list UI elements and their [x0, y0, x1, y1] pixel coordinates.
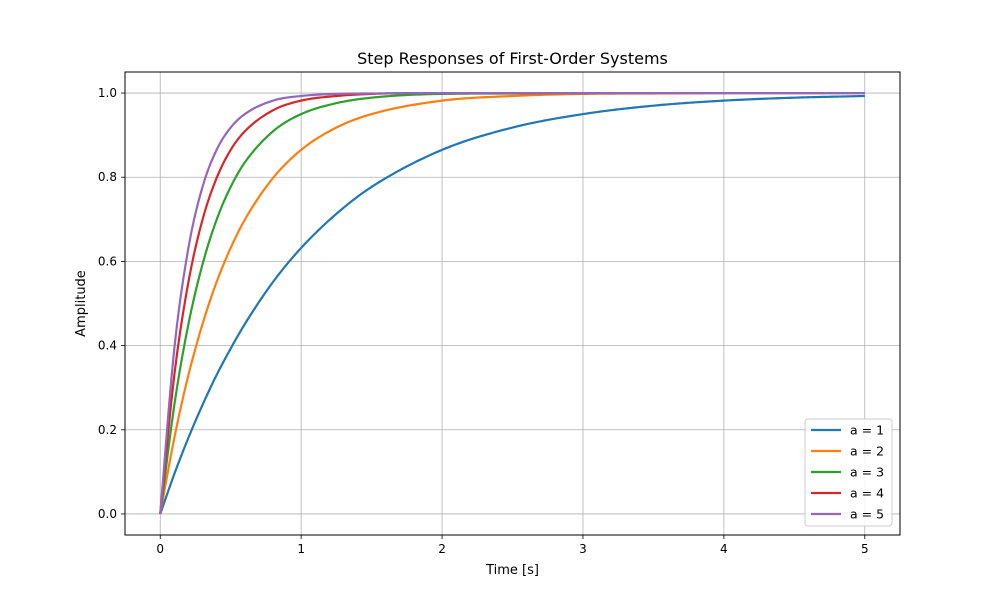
x-tick-label: 1: [297, 542, 305, 556]
x-tick-label: 3: [579, 542, 587, 556]
plot-area-frame: [124, 71, 901, 536]
y-tick-label: 1.0: [98, 86, 117, 100]
y-tick-label: 0.2: [98, 423, 117, 437]
x-axis-label: Time [s]: [485, 563, 539, 578]
y-tick-label: 0.8: [98, 170, 117, 184]
x-tick-label: 5: [861, 542, 869, 556]
legend-label: a = 2: [850, 444, 884, 459]
y-tick-label: 0.6: [98, 254, 117, 268]
legend-box: [804, 418, 893, 527]
y-tick-label: 0.0: [98, 507, 117, 521]
x-tick-label: 4: [720, 542, 728, 556]
x-tick-label: 0: [156, 542, 164, 556]
series-line: [159, 94, 865, 515]
legend-label: a = 1: [850, 423, 884, 438]
axis-ticks: 0 1 2 3 4 5 0.0 0.2 0.4 0.6 0.8 1.0: [98, 86, 869, 556]
legend: a = 1 a = 2 a = 3 a = 4 a = 5: [804, 418, 893, 527]
series-line: [159, 91, 865, 515]
legend-label: a = 4: [850, 486, 884, 501]
x-tick-label: 2: [438, 542, 446, 556]
legend-label: a = 3: [850, 465, 884, 480]
chart-title: Step Responses of First-Order Systems: [357, 49, 668, 68]
y-axis-label: Amplitude: [74, 270, 89, 337]
y-tick-label: 0.4: [98, 339, 117, 353]
series-lines: [159, 91, 865, 515]
legend-label: a = 5: [850, 507, 884, 522]
